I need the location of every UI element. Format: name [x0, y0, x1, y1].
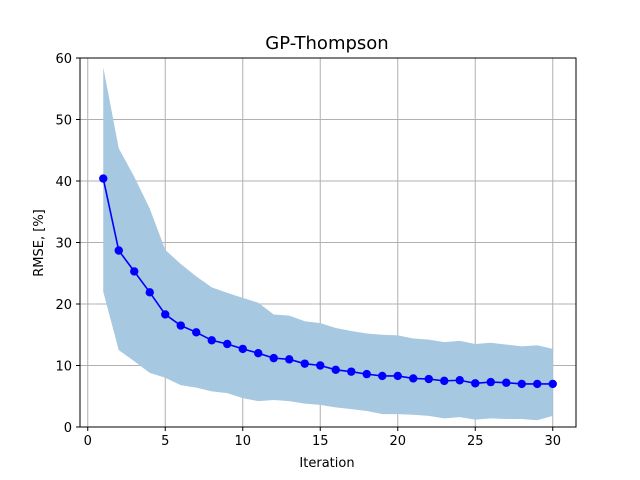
data-point — [548, 379, 557, 389]
data-point — [145, 288, 154, 297]
chart-title: GP-Thompson — [265, 33, 388, 54]
x-axis-label: Iteration — [299, 456, 354, 471]
data-point — [440, 376, 449, 386]
data-point — [455, 376, 464, 385]
y-tick-label: 50 — [55, 114, 72, 129]
data-points — [99, 174, 557, 389]
data-point — [192, 328, 201, 337]
data-point — [316, 361, 325, 370]
y-tick-label: 30 — [55, 237, 72, 252]
data-point — [285, 355, 294, 364]
data-point — [471, 379, 480, 388]
data-point — [409, 374, 418, 383]
confidence-band — [103, 67, 553, 421]
data-point — [254, 349, 263, 358]
data-point — [362, 369, 371, 379]
data-point — [424, 374, 433, 384]
x-tick-label: 20 — [389, 434, 406, 449]
data-point — [161, 310, 170, 319]
data-point — [378, 371, 387, 381]
data-point — [223, 339, 232, 349]
data-point — [269, 353, 278, 363]
y-tick-label: 40 — [55, 175, 72, 190]
data-point — [502, 378, 511, 387]
data-point — [207, 336, 216, 345]
data-point — [533, 379, 542, 389]
axis-ticks: 0 5 10 15 20 25 30 0 10 20 30 40 50 60 — [55, 52, 561, 449]
data-point — [130, 267, 139, 276]
y-tick-label: 10 — [55, 360, 72, 375]
x-tick-label: 5 — [161, 434, 169, 449]
y-tick-label: 0 — [64, 421, 72, 436]
data-point — [300, 359, 309, 368]
y-axis-label: RMSE, [%] — [32, 209, 47, 276]
data-point — [331, 365, 340, 375]
x-tick-label: 10 — [234, 434, 251, 449]
data-point — [176, 321, 185, 330]
x-tick-label: 30 — [544, 434, 561, 449]
y-tick-label: 20 — [55, 298, 72, 313]
y-tick-label: 60 — [55, 52, 72, 67]
x-tick-label: 25 — [467, 434, 484, 449]
data-point — [486, 377, 495, 387]
x-tick-label: 15 — [312, 434, 329, 449]
data-point — [238, 344, 247, 354]
data-point — [393, 371, 402, 381]
x-tick-label: 0 — [84, 434, 92, 449]
data-point — [99, 174, 108, 183]
data-point — [114, 246, 123, 255]
data-point — [517, 379, 526, 389]
data-point — [347, 367, 356, 376]
